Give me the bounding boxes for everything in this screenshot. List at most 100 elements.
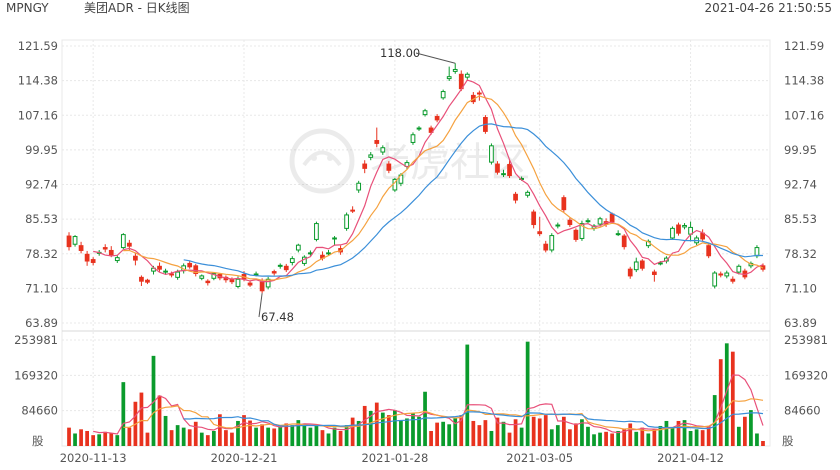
- candle-body: [706, 245, 712, 257]
- candle-body: [139, 276, 144, 282]
- price-tick-right: 99.95: [784, 143, 817, 157]
- candle-body: [356, 182, 362, 191]
- price-tick-left: 121.59: [18, 39, 58, 53]
- volume-bar: [169, 430, 174, 446]
- volume-bar: [622, 428, 627, 446]
- volume-bar: [610, 433, 614, 446]
- volume-bar: [302, 423, 307, 446]
- volume-bar: [670, 427, 675, 446]
- volume-bar: [471, 420, 476, 446]
- candle-body: [682, 224, 687, 228]
- candle-body: [670, 227, 675, 239]
- volume-bar: [712, 395, 717, 446]
- candle-body: [199, 275, 205, 279]
- volume-bar: [761, 440, 765, 446]
- candle-body: [434, 116, 440, 121]
- candle-body: [476, 92, 482, 95]
- grid-lines: [61, 39, 771, 447]
- volume-bar: [211, 430, 216, 446]
- volume-bar: [356, 420, 361, 446]
- candle-body: [169, 273, 174, 276]
- candle-body: [543, 243, 549, 251]
- candle-body: [163, 270, 168, 273]
- volume-bar: [730, 351, 735, 446]
- volume-bar: [568, 429, 572, 446]
- candle-body: [114, 257, 120, 262]
- candle-body: [344, 214, 349, 229]
- candle-body: [639, 260, 645, 269]
- volume-bar: [676, 420, 681, 446]
- candle-body: [452, 68, 458, 72]
- candle-body: [133, 255, 138, 261]
- volume-bar: [652, 429, 657, 446]
- candle-body: [410, 134, 416, 143]
- candle-body: [525, 191, 531, 196]
- volume-bar: [121, 382, 126, 446]
- volume-bar: [290, 425, 295, 446]
- axis-labels: 股 股 121.59 121.59 114.38 114.38 107.16 107.16…: [14, 39, 828, 465]
- price-tick-left: 92.74: [25, 178, 58, 192]
- volume-ma10-line: [123, 398, 764, 432]
- volume-bar: [97, 434, 102, 446]
- volume-bar: [362, 405, 367, 446]
- volume-bar: [465, 344, 470, 446]
- volume-bar: [73, 433, 77, 446]
- candle-body: [585, 220, 591, 223]
- candle-body: [90, 259, 96, 263]
- volume-tick-right: 253981: [784, 333, 828, 347]
- volume-bar: [320, 430, 325, 446]
- candle-body: [120, 234, 126, 249]
- volume-bar: [266, 427, 271, 446]
- price-tick-right: 92.74: [784, 178, 817, 192]
- volume-tick-left: 84660: [21, 404, 58, 418]
- volume-bar: [127, 427, 132, 446]
- volume-bar: [646, 433, 651, 446]
- volume-bar: [115, 435, 120, 446]
- candle-body: [386, 163, 392, 171]
- volume-bar: [308, 427, 313, 446]
- volume-bar: [459, 415, 464, 446]
- candle-body: [374, 140, 380, 144]
- volume-bar: [537, 418, 542, 446]
- volume-bar: [224, 430, 228, 446]
- volume-bar: [67, 427, 71, 446]
- volume-unit-label-right: 股: [782, 434, 794, 448]
- candle-body: [676, 224, 681, 234]
- volume-bar: [151, 355, 156, 446]
- candle-body: [102, 247, 108, 250]
- candle-body: [332, 237, 337, 240]
- volume-bar: [513, 419, 518, 446]
- volume-bar: [314, 425, 319, 446]
- volume-bar: [109, 433, 114, 446]
- volume-bar: [205, 435, 210, 446]
- candle-body: [597, 218, 603, 225]
- candle-body: [609, 213, 615, 223]
- candle-body: [247, 282, 253, 286]
- candle-body: [724, 272, 730, 277]
- volume-bar: [586, 426, 590, 446]
- volume-bar: [724, 343, 729, 446]
- volume-bar: [755, 433, 759, 446]
- moving-average-lines: [93, 79, 764, 283]
- candle-body: [362, 163, 368, 169]
- volume-bar: [580, 419, 584, 446]
- volume-bar: [628, 423, 633, 446]
- volume-bar: [706, 425, 711, 446]
- candle-body: [205, 280, 211, 284]
- volume-tick-left: 169320: [14, 368, 58, 382]
- volume-bar: [236, 420, 240, 446]
- candle-body: [651, 271, 657, 275]
- volume-bar: [489, 430, 494, 446]
- date-tick: 2020-11-13: [60, 451, 127, 465]
- price-tick-left: 63.89: [25, 316, 58, 330]
- candle-body: [489, 145, 494, 163]
- candle-body: [513, 193, 518, 201]
- low-leader-line: [258, 293, 263, 318]
- volume-bar: [338, 430, 343, 446]
- date-tick: 2020-12-21: [211, 451, 278, 465]
- volume-bar: [543, 415, 548, 446]
- volume-bar: [163, 415, 168, 446]
- volume-bar: [417, 416, 421, 446]
- volume-bar: [549, 429, 554, 446]
